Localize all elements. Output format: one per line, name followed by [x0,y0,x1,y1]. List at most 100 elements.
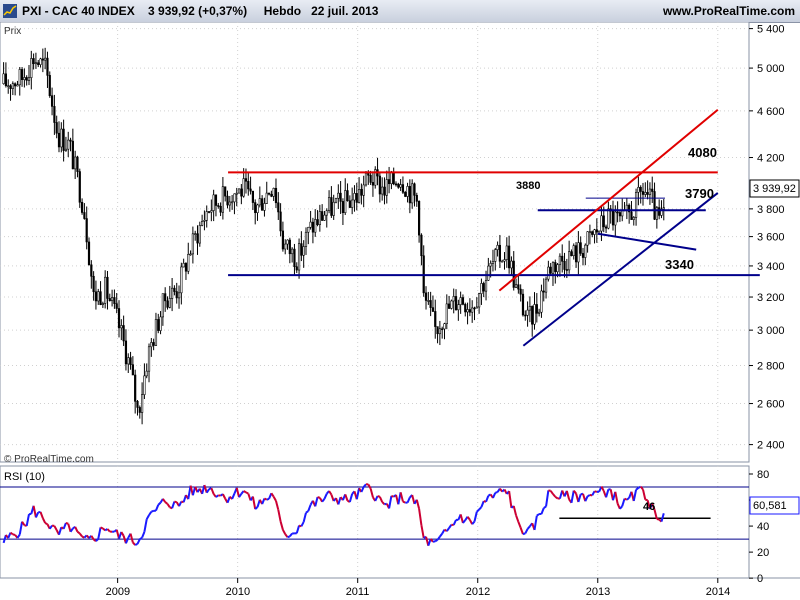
price-candle-body [16,84,19,87]
price-candle-body [286,239,289,245]
price-y-tick-label: 3 000 [757,325,785,337]
rsi-segment [21,521,26,526]
chart-canvas[interactable]: Prix © ProRealTime.com RSI (10) 5 400 5 0… [0,22,800,600]
price-candle-body [482,283,485,292]
price-candle-body [85,218,88,243]
price-candle-body [417,200,421,236]
price-candle-body [554,262,557,273]
price-candle-body [71,140,74,170]
price-candle-body [332,201,335,216]
rsi-segment [549,490,554,495]
price-candle-body [524,314,527,317]
rsi-segment [155,504,160,511]
price-candle-body [505,245,508,260]
price-candle-body [586,231,589,246]
price-candle-body [459,297,462,305]
price-candle-body [224,186,227,197]
price-candle-body [240,188,243,197]
price-candle-body [83,212,86,219]
rsi-segment [317,496,321,499]
rsi-segment [378,496,384,503]
price-candle-body [64,148,68,151]
x-axis-tick-label: 2010 [226,586,250,598]
rsi-segment [552,493,557,498]
rsi-segment [452,519,457,526]
price-candle-body [203,220,206,222]
rsi-segment [494,491,498,494]
price-candle-body [247,180,250,190]
price-candle-body [644,192,647,195]
rsi-segment [517,521,522,529]
price-candle-body [228,201,231,206]
price-candle-body [212,194,215,211]
grid [0,22,749,578]
price-candle-body [267,192,271,195]
price-candle-body [351,199,354,208]
rsi-segment [512,505,518,516]
price-candle-body [134,374,137,402]
price-candle-body [62,128,65,151]
price-candle-body [369,174,372,183]
rsi-segment [436,536,441,541]
price-candle-body [334,198,338,203]
price-candle-body [604,226,608,229]
price-candle-body [18,69,21,86]
price-candle-body [187,254,190,272]
price-candle-body [272,187,275,197]
rsi-segment [300,521,305,527]
price-candle-body [23,77,26,80]
rsi-segment [35,511,40,518]
rsi-segment [337,496,342,505]
rsi-segment [266,497,270,501]
price-candle-body [471,307,474,313]
price-candle-body [528,306,531,311]
rsi-segment [289,532,293,538]
price-candle-body [34,62,38,65]
price-candle-body [32,58,35,65]
rsi-segment [9,531,14,536]
price-candle-body [214,194,218,206]
header-bar: PXI - CAC 40 INDEX 3 939,92 (+0,37%) Heb… [0,0,800,23]
rsi-segment [471,520,476,525]
rsi-segment [97,527,102,540]
rsi-segment [480,500,485,508]
rsi-segment [381,501,386,506]
rsi-segment [384,502,388,506]
price-candle-body [164,293,167,302]
price-y-tick-label: 2 800 [757,361,785,373]
price-candle-body [362,184,365,196]
rsi-segment [136,538,141,545]
rsi-segment [157,501,162,506]
rsi-segment [348,493,354,503]
price-candle-body [450,300,453,309]
price-candle-body [205,211,208,221]
price-candle-body [503,259,506,262]
price-candle-body [237,188,241,194]
price-candle-body [106,276,109,299]
last-price-badge [749,179,800,198]
price-candle-body [367,173,370,176]
rsi-segment [282,529,287,535]
rsi-segment [129,533,134,543]
price-candle-body [80,201,84,213]
rsi-segment [287,535,291,539]
rsi-segment [321,498,326,503]
price-candle-body [127,357,130,365]
price-candle-body [408,186,411,204]
price-candle-body [270,193,273,197]
rsi-segment [298,524,302,528]
price-candle-body [431,307,435,312]
price-candle-body [221,186,224,213]
price-candle-body [217,205,220,207]
price-candle-body [207,211,211,213]
price-candle-body [568,251,571,271]
price-candle-body [226,195,229,206]
price-candle-body [110,297,114,301]
rsi-segment [78,532,83,538]
price-candle-body [145,370,148,377]
price-candle-body [381,186,384,195]
rsi-segment [44,522,48,526]
price-candle-body [658,207,661,216]
rsi-segment [174,500,177,504]
rsi-segment [295,525,301,534]
